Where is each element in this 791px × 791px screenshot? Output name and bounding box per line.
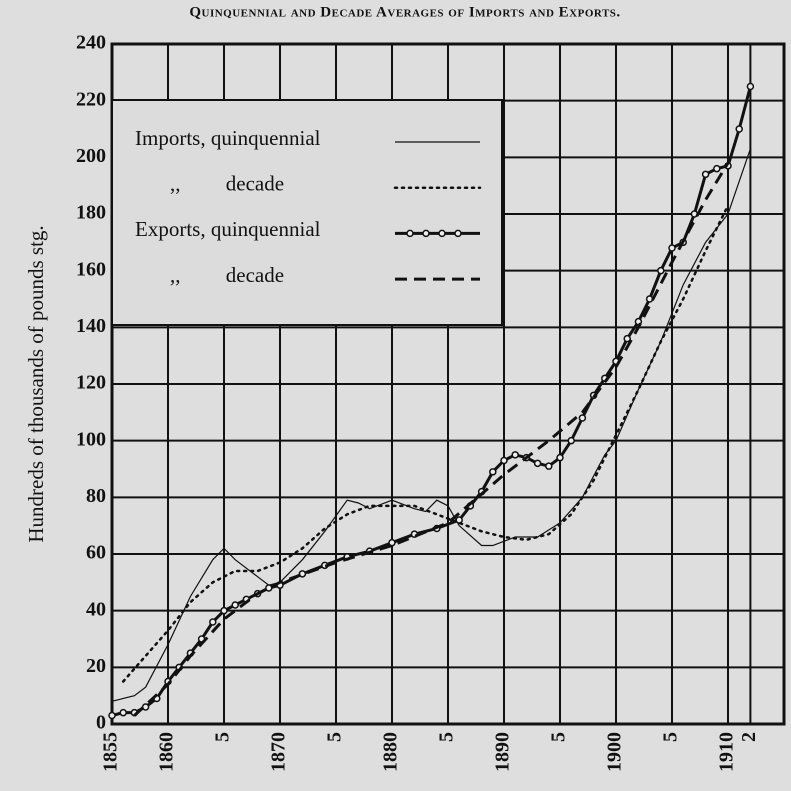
series-line (111, 148, 751, 702)
x-tick-label: 5 (548, 732, 570, 742)
legend-label: ,, decade (170, 263, 284, 287)
x-tick-label: 2 (738, 732, 760, 742)
x-tick-label: 5 (660, 732, 682, 742)
x-tick-label: 1910 (716, 732, 738, 772)
point-marker (209, 618, 217, 626)
y-tick-label: 240 (76, 32, 106, 54)
y-tick-label: 180 (76, 202, 106, 224)
x-tick-label: 1855 (100, 732, 122, 772)
point-marker (489, 468, 497, 476)
point-marker (657, 266, 665, 275)
y-tick-label: 140 (76, 315, 106, 337)
y-tick-label: 40 (86, 598, 106, 620)
y-tick-label: 120 (76, 372, 106, 394)
x-tick-label: 1880 (380, 732, 402, 772)
legend-label: Exports, quinquennial (135, 217, 321, 241)
point-marker (220, 606, 228, 615)
point-marker (265, 584, 273, 592)
y-tick-label: 160 (76, 258, 106, 280)
legend: Imports, quinquennial ,, decade Exports, q… (111, 99, 503, 326)
plot-frame (110, 42, 786, 726)
point-marker (668, 244, 676, 252)
legend-label: ,, decade (170, 172, 284, 196)
point-marker (567, 436, 575, 445)
point-marker (108, 711, 116, 720)
point-marker (578, 414, 587, 422)
series-line (133, 162, 730, 717)
series-line (121, 204, 730, 683)
point-marker (231, 601, 239, 609)
x-tick-label: 5 (436, 732, 458, 742)
legend-marker (438, 229, 446, 238)
point-marker (455, 516, 463, 524)
chart-title: Quinquennial and Decade Averages of Impo… (189, 4, 620, 20)
point-marker (556, 453, 564, 462)
x-tick-label: 1860 (156, 732, 178, 772)
x-tick-label: 1870 (268, 732, 290, 772)
point-marker (545, 462, 553, 470)
point-marker (388, 538, 396, 547)
y-tick-label: 200 (76, 145, 106, 167)
y-tick-label: 0 (96, 712, 106, 734)
point-marker (511, 451, 519, 459)
point-marker (746, 82, 755, 91)
legend-label: Imports, quinquennial (135, 126, 321, 150)
point-marker (500, 456, 508, 465)
legend-marker (422, 229, 430, 238)
point-marker (533, 459, 542, 468)
point-marker (298, 570, 307, 578)
legend-marker (454, 229, 462, 238)
y-tick-label: 220 (76, 88, 106, 110)
y-tick-label: 60 (86, 542, 106, 564)
x-tick-label: 1900 (604, 732, 626, 772)
legend-marker (406, 229, 414, 238)
point-marker (713, 164, 721, 173)
point-marker (701, 170, 710, 179)
legend-box (111, 99, 503, 326)
x-tick-label: 5 (212, 732, 234, 742)
y-tick-label: 100 (76, 428, 106, 450)
point-marker (119, 708, 127, 717)
y-tick-label: 80 (86, 485, 106, 507)
x-tick-label: 1890 (492, 732, 514, 772)
x-tick-label: 5 (324, 732, 346, 742)
y-tick-label: 20 (86, 655, 106, 677)
point-marker (623, 334, 631, 343)
y-axis-label: Hundreds of thousands of pounds stg. (24, 225, 48, 542)
point-marker (735, 125, 743, 133)
